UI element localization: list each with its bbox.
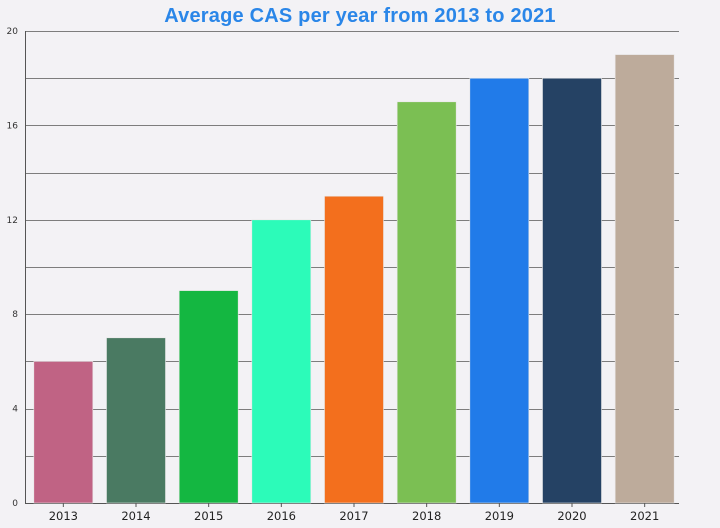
x-axis-ticks: 2013 2014 2015 2016 2017 2018 2019 2020 2021 (49, 503, 659, 523)
x-tick-label: 2013 (49, 509, 78, 523)
x-tick-label: 2015 (194, 509, 223, 523)
y-tick-label: 12 (7, 216, 18, 226)
bar-2016[interactable] (251, 219, 312, 504)
x-tick-label: 2014 (121, 509, 150, 523)
bar-2019[interactable] (469, 77, 530, 504)
bar-2018[interactable] (396, 101, 457, 504)
x-tick-label: 2018 (412, 509, 441, 523)
y-tick-label: 8 (12, 310, 18, 320)
x-tick-label: 2021 (630, 509, 659, 523)
x-tick-label: 2020 (557, 509, 586, 523)
bar-2014[interactable] (106, 337, 166, 504)
y-tick-label: 4 (12, 405, 18, 415)
y-tick-label: 20 (7, 27, 19, 37)
bar-2020[interactable] (542, 77, 602, 504)
bar-2017[interactable] (324, 195, 384, 504)
bar-2015[interactable] (178, 290, 239, 504)
y-tick-label: 16 (7, 121, 19, 131)
chart-title: Average CAS per year from 2013 to 2021 (164, 5, 556, 27)
y-axis-ticks: 0 4 8 12 16 20 (7, 27, 19, 509)
bar-2021[interactable] (614, 54, 675, 504)
x-tick-label: 2017 (339, 509, 368, 523)
x-tick-label: 2016 (267, 509, 296, 523)
y-tick-label: 0 (12, 499, 18, 509)
bar-2013[interactable] (33, 361, 94, 504)
bars (33, 54, 675, 504)
axes (25, 31, 679, 504)
x-tick-label: 2019 (485, 509, 514, 523)
